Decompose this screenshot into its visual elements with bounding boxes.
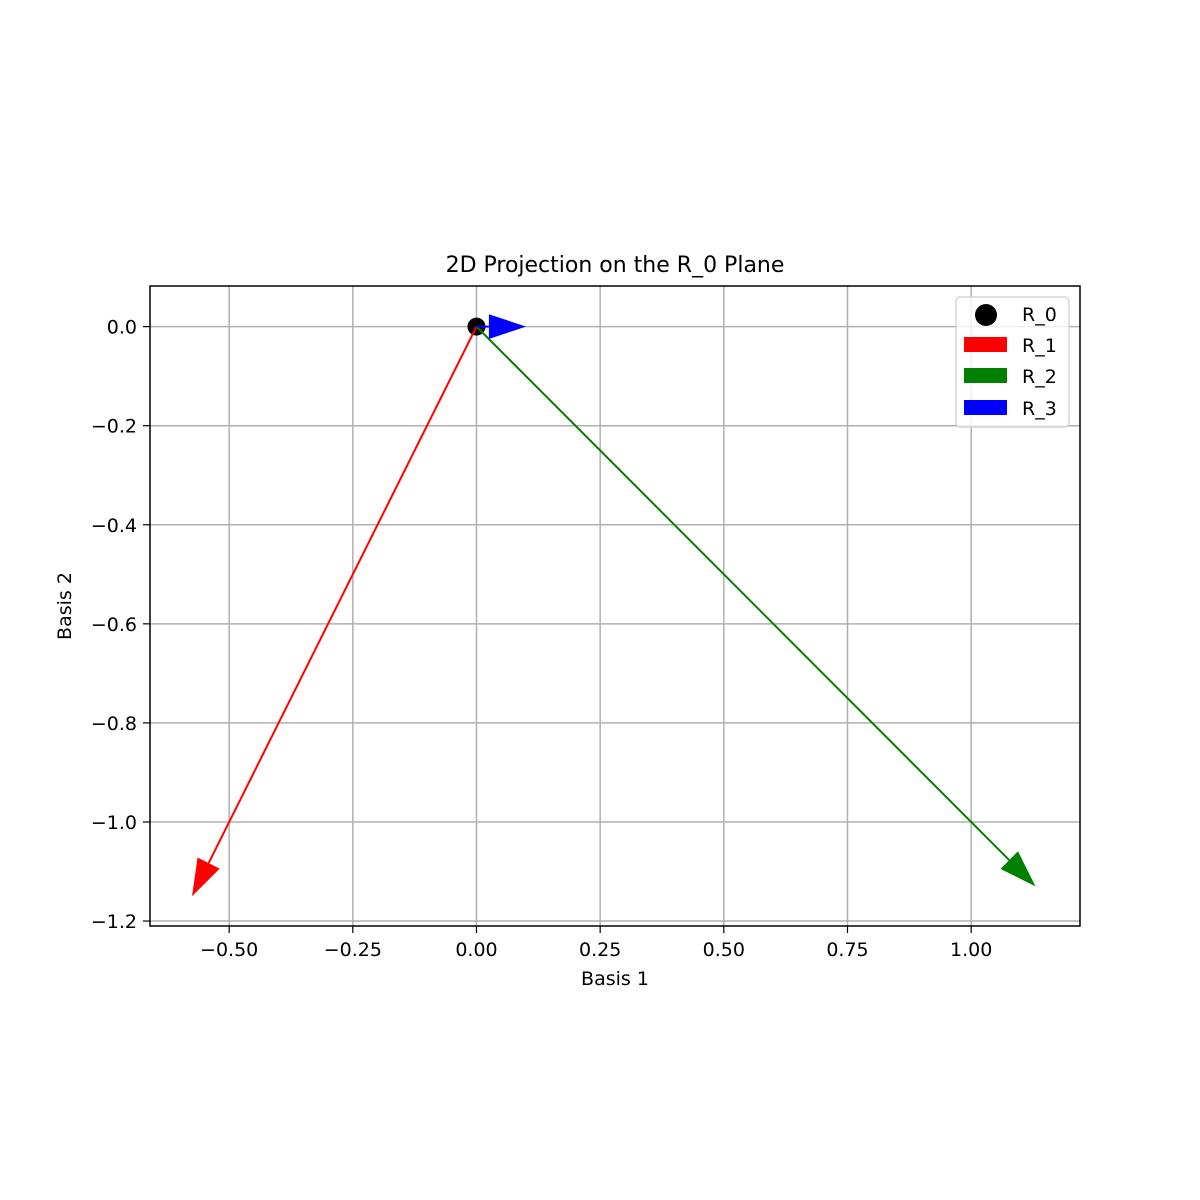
- plot-background: [150, 286, 1080, 926]
- legend-marker-r2: [964, 368, 1007, 383]
- x-tick-label: −0.25: [324, 939, 382, 961]
- y-axis-label: Basis 2: [54, 572, 76, 640]
- vector-layer: [192, 314, 1036, 897]
- y-axis-ticks: 0.0 −0.2 −0.4 −0.6 −0.8 −1.0 −1.2: [91, 317, 150, 933]
- vector-arrowhead: [488, 314, 526, 339]
- x-tick-label: 0.00: [455, 939, 497, 961]
- vector-r3: [476, 314, 526, 339]
- legend: R_0 R_1 R_2 R_3: [955, 296, 1070, 428]
- legend-label-r1: R_1: [1022, 335, 1057, 357]
- y-tick-label: −1.2: [91, 911, 137, 933]
- x-axis-ticks: −0.50 −0.25 0.00 0.25 0.50 0.75 1.00: [200, 926, 992, 961]
- y-tick-label: −0.8: [91, 713, 137, 735]
- x-tick-label: 0.25: [579, 939, 621, 961]
- legend-marker-r1: [964, 337, 1007, 352]
- y-tick-label: 0.0: [107, 317, 137, 339]
- vector-r1: [192, 326, 478, 897]
- vector-shaft: [475, 325, 1010, 861]
- y-tick-label: −0.6: [91, 614, 137, 636]
- plot-area: [149, 285, 1081, 927]
- legend-label-r0: R_0: [1022, 304, 1057, 326]
- x-tick-label: −0.50: [200, 939, 258, 961]
- x-tick-label: 0.75: [826, 939, 868, 961]
- y-tick-label: −0.4: [91, 515, 137, 537]
- vector-arrowhead: [192, 857, 220, 897]
- legend-label-r3: R_3: [1022, 398, 1057, 420]
- vector-arrowhead: [1000, 851, 1036, 887]
- x-tick-label: 1.00: [950, 939, 992, 961]
- vector-shaft: [207, 326, 478, 864]
- plot-frame: [149, 285, 1081, 927]
- legend-marker-r3: [964, 400, 1007, 415]
- chart-title: 2D Projection on the R_0 Plane: [446, 253, 785, 278]
- y-tick-label: −1.0: [91, 812, 137, 834]
- legend-marker-r0: [975, 304, 997, 326]
- vector-r2: [475, 325, 1036, 887]
- legend-box: [955, 296, 1070, 428]
- x-axis-label: Basis 1: [581, 968, 649, 990]
- legend-label-r2: R_2: [1022, 366, 1057, 388]
- grid-lines: [150, 286, 1080, 926]
- y-tick-label: −0.2: [91, 416, 137, 438]
- x-tick-label: 0.50: [703, 939, 745, 961]
